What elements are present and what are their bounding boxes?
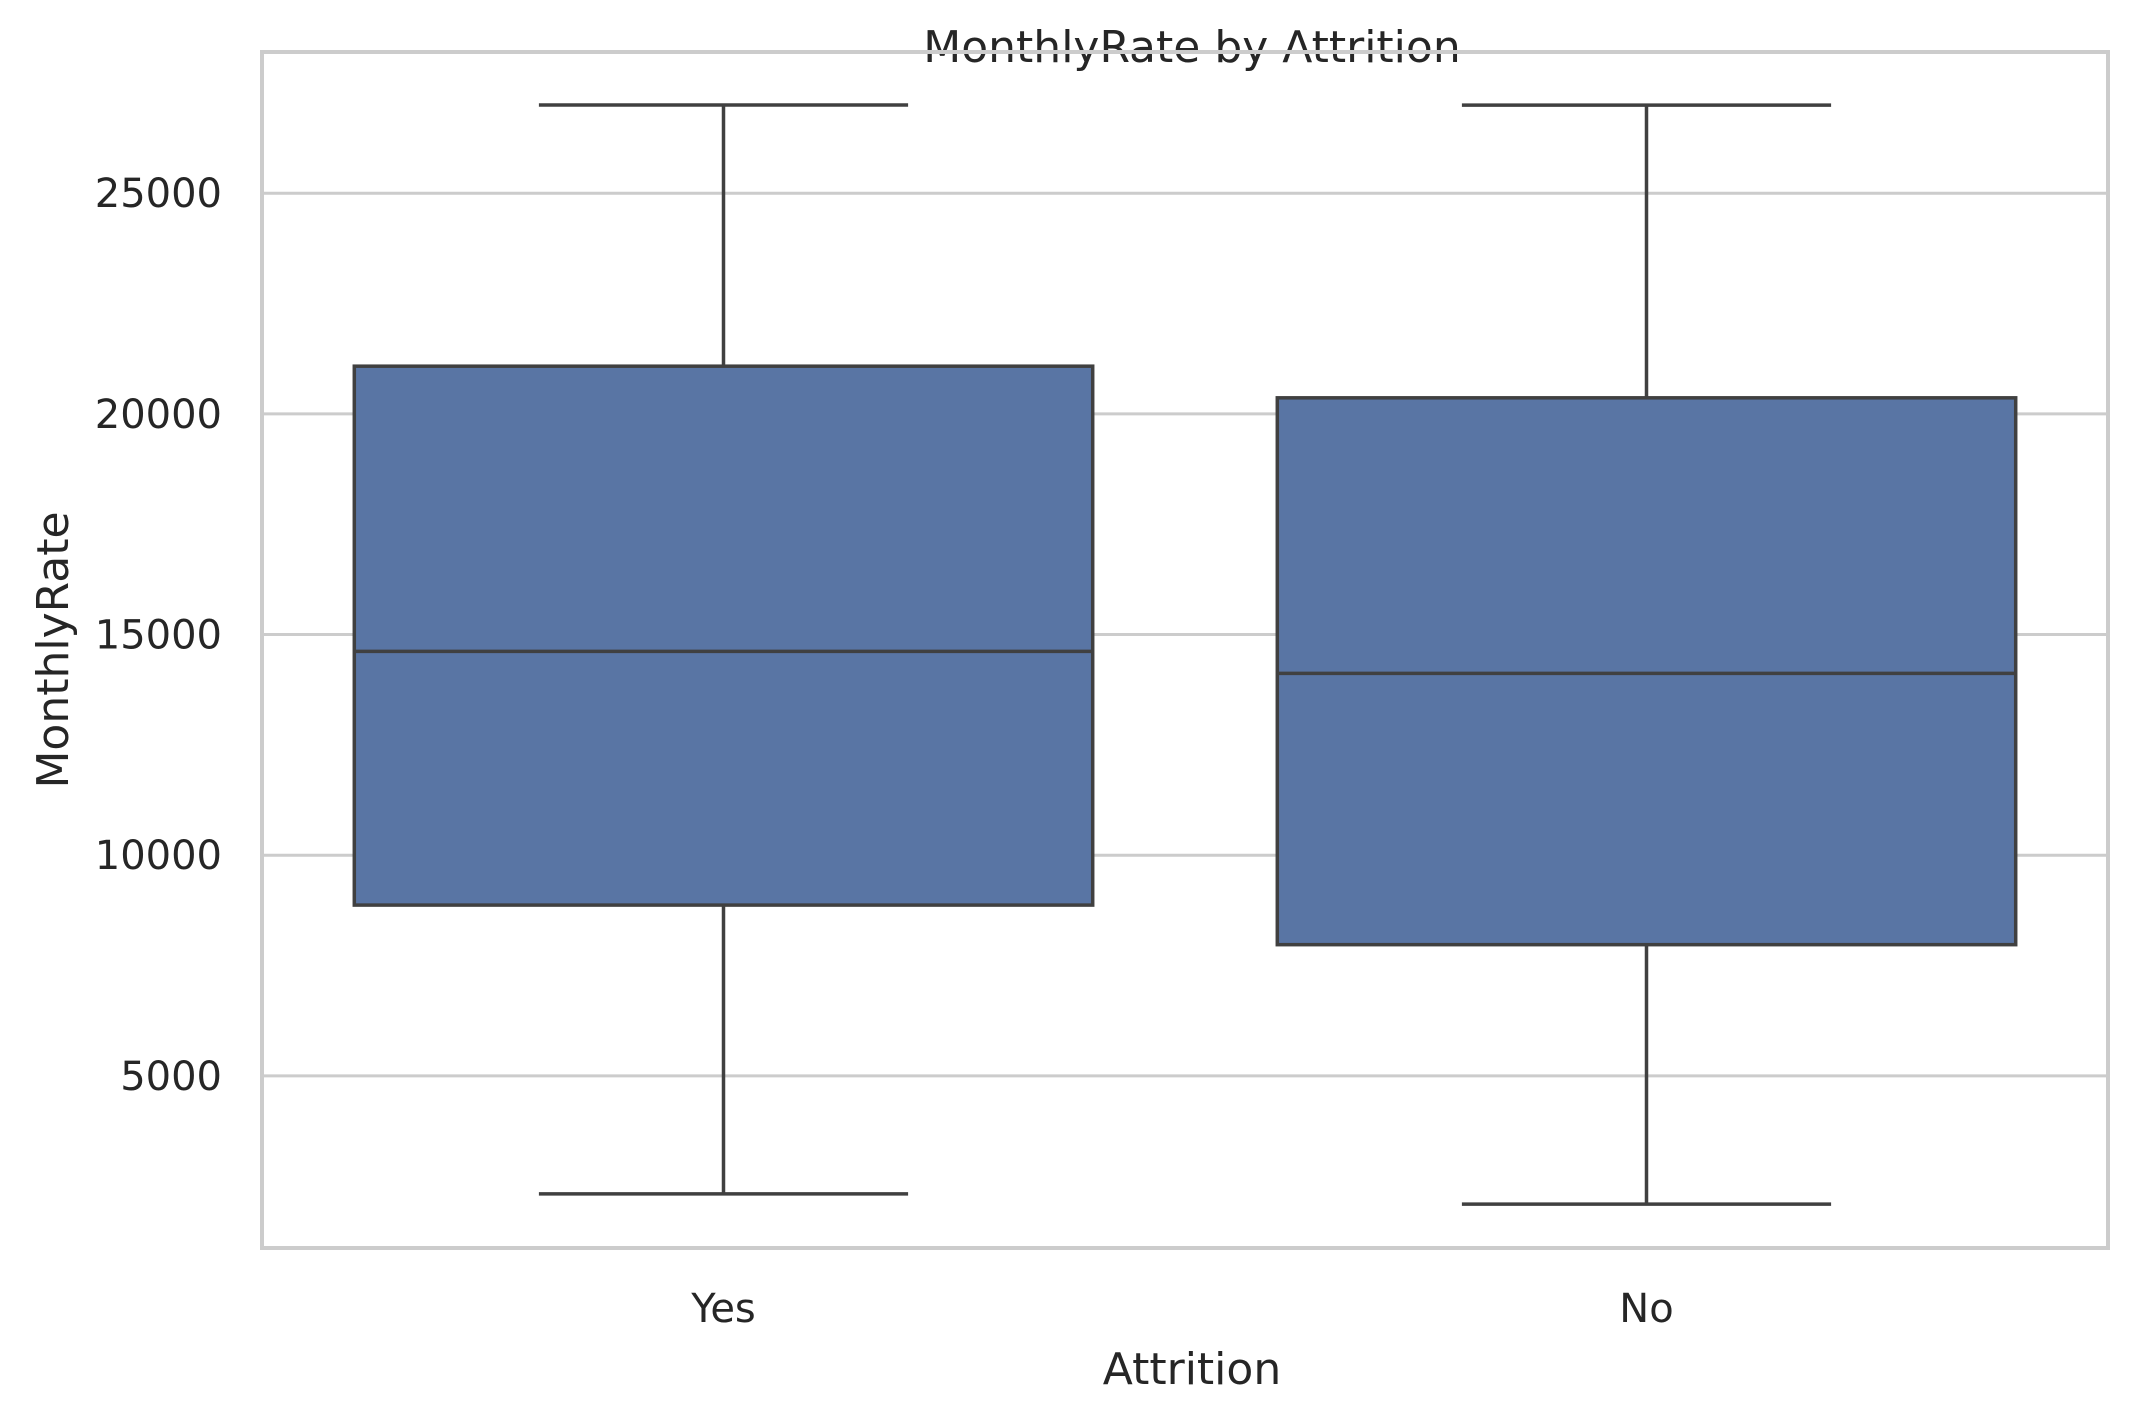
y-tick-label: 20000 [95, 392, 222, 438]
boxes [352, 103, 2018, 1206]
y-tick-label: 5000 [120, 1054, 222, 1100]
x-tick-labels: Yes No [690, 1286, 1673, 1332]
box-iqr [352, 364, 1095, 907]
y-tick-label: 15000 [95, 613, 222, 659]
box-no [1275, 103, 2018, 1206]
y-axis-label: MonthlyRate [28, 511, 79, 788]
box-yes [352, 103, 1095, 1196]
y-tick-label: 10000 [95, 833, 222, 879]
y-tick-labels: 5000 10000 15000 20000 25000 [95, 171, 222, 1100]
y-tick-label: 25000 [95, 171, 222, 217]
plot-frame [260, 50, 2110, 1250]
box-iqr [1275, 396, 2018, 947]
x-tick-label: Yes [690, 1286, 756, 1332]
x-tick-label: No [1619, 1286, 1673, 1332]
x-axis-label: Attrition [1103, 1344, 1281, 1395]
chart-title: MonthlyRate by Attrition [923, 22, 1460, 73]
